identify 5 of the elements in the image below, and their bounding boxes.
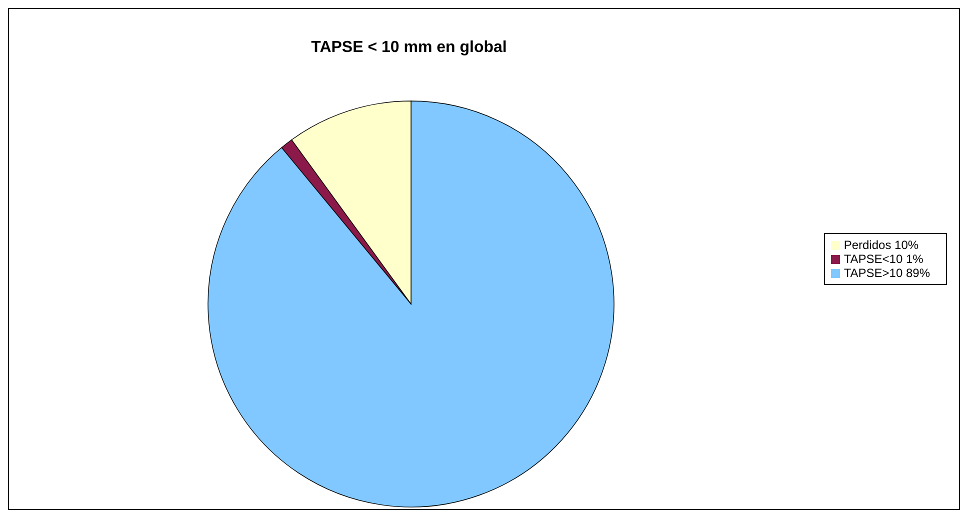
chart-title: TAPSE < 10 mm en global: [310, 39, 508, 57]
legend-label: TAPSE<10 1%: [844, 252, 924, 266]
legend-label: Perdidos 10%: [844, 238, 919, 252]
pie-slice: [208, 100, 614, 508]
legend-label: TAPSE>10 89%: [844, 266, 930, 280]
